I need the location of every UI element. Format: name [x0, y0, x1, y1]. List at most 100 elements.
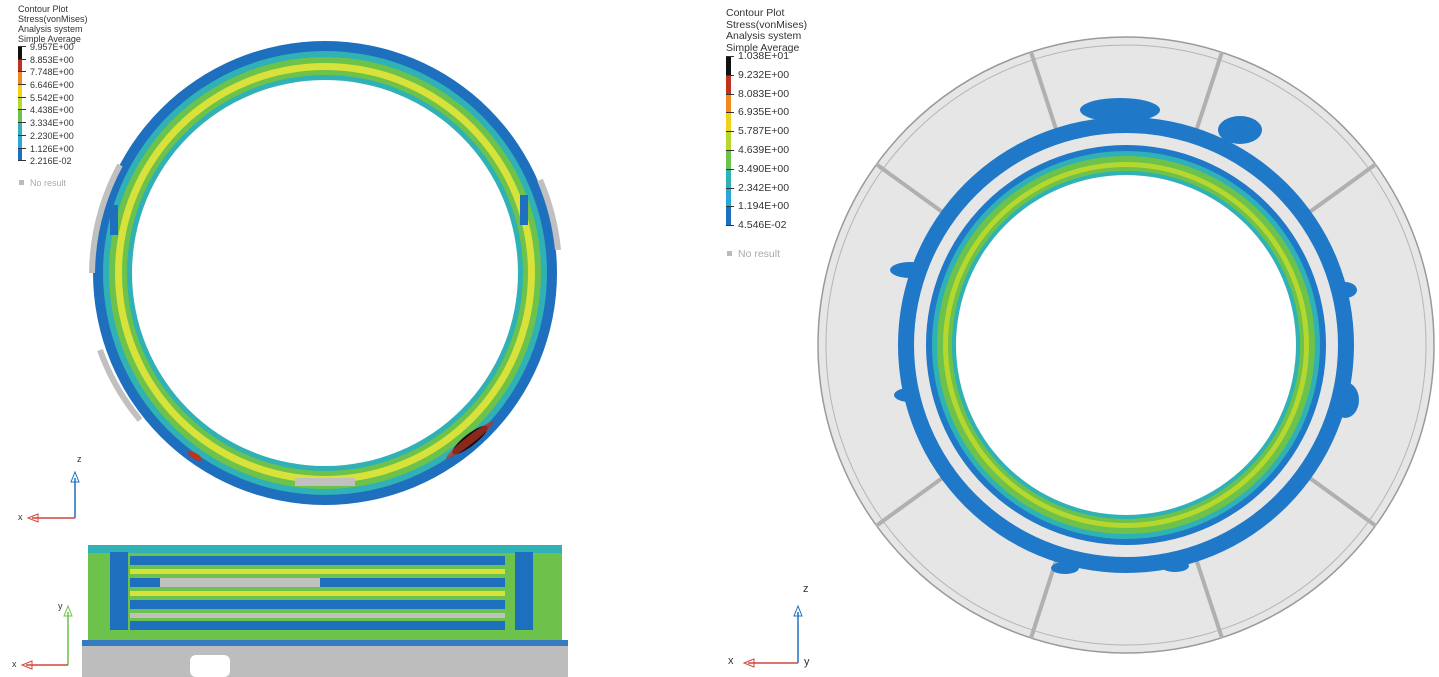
- hotspot-red: [446, 421, 494, 459]
- legend-value: 2.216E-02: [30, 156, 72, 167]
- side-slot-gray: [160, 578, 320, 587]
- legend-no-result: No result: [726, 248, 807, 261]
- legend-value: 1.126E+00: [30, 143, 74, 154]
- legend-tick: [18, 46, 26, 47]
- legend-value: 8.083E+00: [738, 87, 790, 100]
- legend-color-swatch: [18, 72, 22, 86]
- legend-color-swatch: [18, 123, 22, 136]
- side-view-base-rim: [82, 640, 568, 646]
- legend-level: 2.342E+00: [726, 182, 807, 208]
- legend-level: 5.787E+00: [726, 126, 807, 151]
- contour-legend: Contour Plot Stress(vonMises) Analysis s…: [18, 4, 88, 188]
- legend-scale: 1.038E+01 9.232E+00 8.083E+00 6.935E+00 5.78…: [726, 50, 807, 245]
- legend-color-swatch: [18, 47, 22, 60]
- legend-tick: [18, 122, 26, 124]
- no-result-swatch: [19, 179, 24, 185]
- legend-value: 4.438E+00: [30, 105, 74, 116]
- axis-label-horizontal: x: [18, 512, 23, 522]
- legend-level: 1.038E+01: [726, 50, 807, 76]
- stress-patch: [1161, 560, 1189, 572]
- legend-tick: [726, 93, 734, 95]
- legend-no-result: No result: [18, 178, 88, 188]
- legend-level: 4.639E+00: [726, 144, 807, 170]
- stress-patch: [894, 388, 926, 402]
- z-axis-arrow-icon: [70, 470, 80, 483]
- legend-value: 3.334E+00: [30, 118, 74, 129]
- axis-triad-top: [26, 470, 80, 523]
- ring-tab: [110, 205, 118, 235]
- legend-value: 5.542E+00: [30, 92, 74, 103]
- side-slot: [130, 600, 505, 609]
- legend-quantity: Stress(vonMises): [726, 18, 808, 31]
- plate-outer-edge: [825, 44, 1427, 646]
- axis-label-vertical: z: [803, 583, 809, 595]
- legend-title: Contour Plot: [726, 7, 785, 19]
- legend-value: 8.853E+00: [30, 54, 74, 65]
- no-result-swatch: [727, 250, 732, 256]
- legend-tick: [18, 84, 26, 86]
- legend-value: 3.490E+00: [738, 162, 790, 175]
- legend-tick: [726, 206, 734, 208]
- legend-value: 2.342E+00: [738, 181, 790, 194]
- x-axis-arrow-icon: [26, 513, 39, 523]
- x-axis-arrow-icon: [20, 660, 33, 670]
- legend-level: 3.334E+00: [18, 118, 88, 136]
- side-view-base: [82, 640, 568, 677]
- legend-tick: [18, 58, 26, 60]
- stress-patch: [1080, 98, 1160, 122]
- legend-color-swatch: [18, 97, 22, 111]
- legend-value: 4.546E-02: [738, 219, 787, 232]
- legend-tick: [726, 56, 734, 57]
- axis-label-horizontal: x: [728, 655, 734, 667]
- legend-tick: [726, 131, 734, 133]
- ring-side-view: [82, 545, 568, 677]
- legend-level: 2.230E+00: [18, 131, 88, 149]
- legend-level: 8.853E+00: [18, 55, 88, 73]
- legend-level: 1.194E+00: [726, 201, 807, 227]
- side-slot: [130, 621, 505, 630]
- side-view-top-lip: [88, 545, 562, 553]
- x-axis-arrow-icon: [742, 658, 755, 668]
- legend-tick: [726, 112, 734, 114]
- y-axis-arrow-icon: [63, 604, 73, 617]
- ring-gray-edge: [89, 163, 123, 274]
- legend-tick: [18, 147, 26, 149]
- legend-value: 9.232E+00: [738, 68, 790, 81]
- legend-scale: 9.957E+00 8.853E+00 7.748E+00 6.646E+00 5.54…: [18, 42, 88, 174]
- ring-top-view: [89, 41, 561, 505]
- hotspot-red: [187, 451, 203, 461]
- legend-value: 7.748E+00: [30, 67, 74, 78]
- stress-patch: [1331, 382, 1359, 418]
- ring-notch: [124, 59, 148, 79]
- legend-level: 6.935E+00: [726, 107, 807, 133]
- legend-value: 2.230E+00: [30, 130, 74, 141]
- legend-value: 1.038E+01: [738, 50, 790, 62]
- legend-level: 7.748E+00: [18, 67, 88, 86]
- legend-level: 8.083E+00: [726, 88, 807, 114]
- legend-tick: [18, 109, 26, 111]
- legend-value: 6.646E+00: [30, 80, 74, 91]
- stress-patch: [890, 262, 930, 278]
- legend-tick: [18, 160, 26, 162]
- axis-triad-bottom: [20, 604, 73, 670]
- legend-value: 9.957E+00: [30, 42, 74, 52]
- stress-patch: [1051, 562, 1079, 574]
- legend-color-swatch: [18, 148, 22, 162]
- legend-level: 3.490E+00: [726, 163, 807, 189]
- left-plot-canvas: [20, 41, 568, 677]
- axis-label-vertical: z: [77, 454, 82, 464]
- stress-patch: [1218, 116, 1262, 144]
- legend-color-swatch: [726, 75, 731, 95]
- left-contour-panel: Contour Plot Stress(vonMises) Analysis s…: [12, 4, 568, 677]
- legend-level: 2.216E-02: [18, 156, 88, 174]
- side-slot: [130, 556, 505, 565]
- legend-value: 5.787E+00: [738, 125, 790, 138]
- legend-color-swatch: [726, 150, 731, 170]
- legend-system: Analysis system: [726, 30, 802, 42]
- ring-tab: [520, 195, 528, 225]
- no-result-label: No result: [30, 177, 67, 188]
- stress-patch: [1333, 282, 1357, 298]
- ring-gray-edge: [537, 178, 561, 251]
- legend-tick: [18, 71, 26, 73]
- z-axis-arrow-icon: [793, 604, 803, 617]
